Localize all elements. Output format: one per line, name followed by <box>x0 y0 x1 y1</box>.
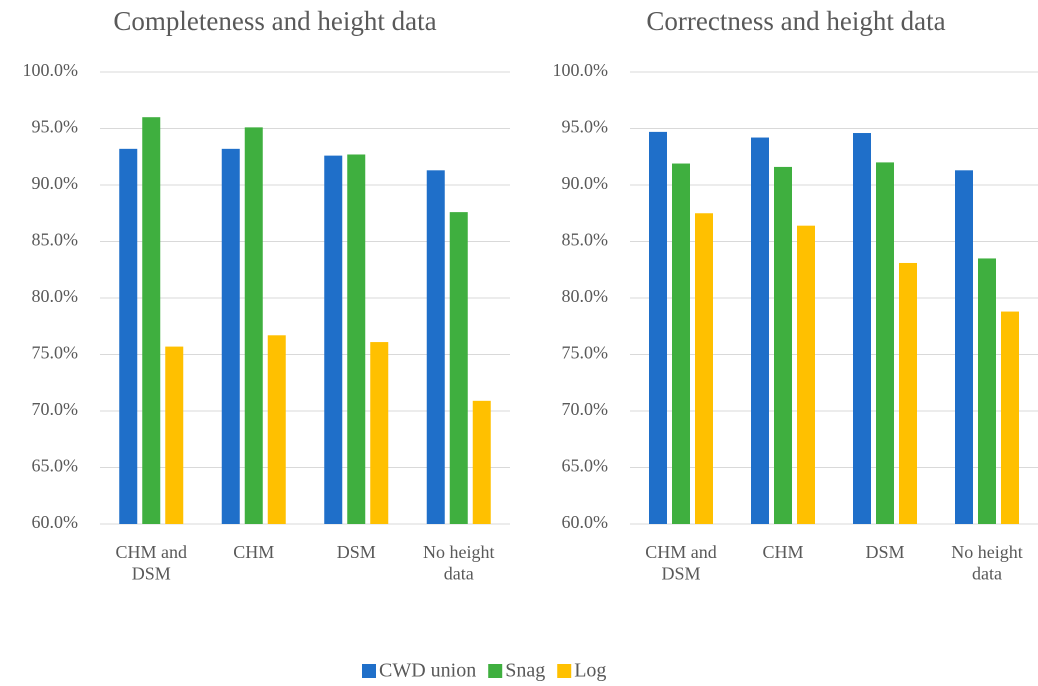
bar <box>142 117 161 524</box>
bar <box>649 131 667 524</box>
y-tick-label: 100.0% <box>23 60 79 80</box>
y-tick-label: 100.0% <box>553 60 609 80</box>
x-tick-label: CHM and DSM <box>645 542 717 584</box>
y-tick-label: 65.0% <box>562 456 609 476</box>
y-tick-label: 85.0% <box>562 230 609 250</box>
x-tick-label: CHM and DSM <box>116 542 188 584</box>
y-tick-label: 80.0% <box>562 286 609 306</box>
legend-label: CWD union <box>379 660 476 682</box>
legend-swatch <box>362 664 376 678</box>
bar <box>672 163 690 524</box>
y-tick-label: 90.0% <box>32 173 79 193</box>
bar <box>695 213 713 524</box>
x-tick-label: CHM <box>762 542 803 562</box>
chart-title: Correctness and height data <box>646 6 945 36</box>
legend-label: Snag <box>505 660 545 682</box>
bar <box>853 133 871 524</box>
bar <box>244 127 263 525</box>
chart-title: Completeness and height data <box>113 6 436 36</box>
bar <box>449 212 468 524</box>
y-tick-label: 95.0% <box>32 117 79 137</box>
bar <box>119 148 138 524</box>
bar <box>774 166 792 525</box>
bar <box>324 155 343 524</box>
y-tick-label: 85.0% <box>32 230 79 250</box>
bar <box>899 262 917 524</box>
x-tick-label: No height data <box>423 542 495 584</box>
bar <box>978 258 996 524</box>
bar <box>876 162 894 524</box>
bar <box>347 154 366 525</box>
bar <box>370 342 389 524</box>
x-tick-label: DSM <box>337 542 376 562</box>
bar <box>797 225 815 524</box>
x-tick-label: CHM <box>233 542 274 562</box>
bar <box>221 148 240 524</box>
y-tick-label: 70.0% <box>32 399 79 419</box>
bar <box>472 400 491 524</box>
y-tick-label: 75.0% <box>562 343 609 363</box>
bar <box>165 346 184 524</box>
bar <box>426 170 445 524</box>
x-tick-label: DSM <box>865 542 904 562</box>
x-tick-label: No height data <box>951 542 1023 584</box>
legend-label: Log <box>574 660 606 682</box>
y-tick-label: 95.0% <box>562 117 609 137</box>
y-tick-label: 60.0% <box>562 512 609 532</box>
bar <box>1001 311 1019 524</box>
y-tick-label: 65.0% <box>32 456 79 476</box>
y-tick-label: 75.0% <box>32 343 79 363</box>
bar <box>267 335 286 524</box>
y-tick-label: 70.0% <box>562 399 609 419</box>
y-tick-label: 80.0% <box>32 286 79 306</box>
bar <box>955 170 973 524</box>
legend-swatch <box>488 664 503 678</box>
y-tick-label: 60.0% <box>32 512 79 532</box>
legend-swatch <box>557 664 572 678</box>
y-tick-label: 90.0% <box>562 173 609 193</box>
bar <box>751 137 769 525</box>
